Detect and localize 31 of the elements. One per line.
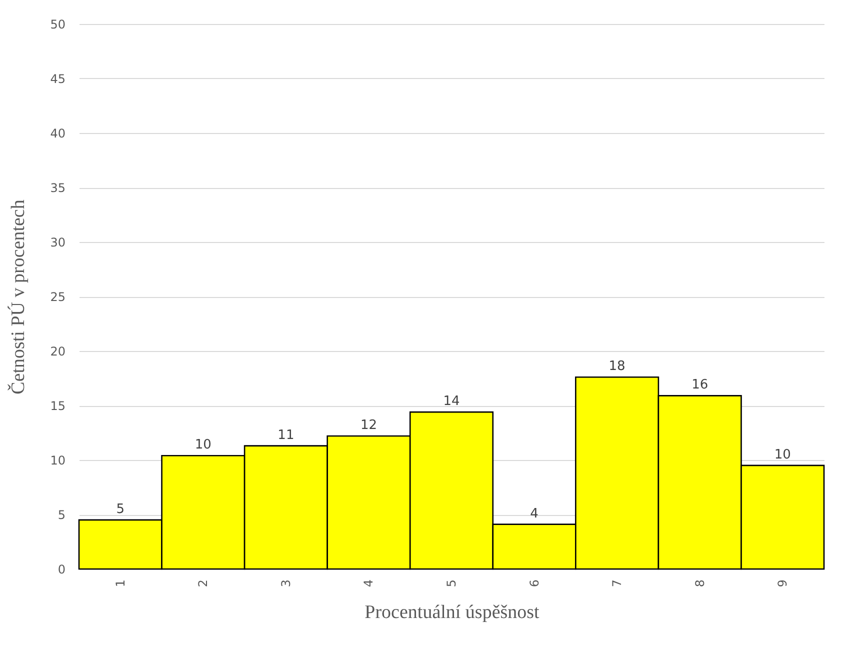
x-tick-label: 4 bbox=[362, 580, 376, 588]
data-label: 5 bbox=[116, 502, 125, 517]
y-tick-label: 20 bbox=[50, 344, 66, 358]
x-tick-label: 2 bbox=[196, 580, 210, 588]
y-tick-label: 5 bbox=[58, 508, 66, 522]
y-tick-label: 25 bbox=[50, 290, 66, 304]
x-tick-label: 5 bbox=[444, 580, 458, 588]
x-tick-label: 8 bbox=[692, 580, 707, 588]
x-tick-label: 1 bbox=[113, 580, 128, 588]
data-label: 10 bbox=[774, 447, 791, 462]
data-label: 12 bbox=[360, 418, 377, 434]
x-tick-label: 6 bbox=[527, 580, 542, 588]
y-tick-label: 0 bbox=[58, 562, 66, 576]
y-tick-label: 40 bbox=[50, 126, 66, 140]
y-tick-label: 45 bbox=[50, 72, 66, 86]
data-label: 11 bbox=[278, 428, 294, 443]
x-tick-label: 3 bbox=[278, 580, 293, 588]
x-tick-label: 9 bbox=[776, 580, 790, 588]
x-axis-title: Procentuální úspěšnost bbox=[364, 602, 540, 624]
y-axis-title: Četnosti PÚ v procentech bbox=[7, 199, 30, 394]
data-label: 4 bbox=[530, 506, 538, 522]
y-tick-label: 10 bbox=[50, 454, 66, 468]
data-label: 10 bbox=[194, 438, 212, 453]
x-tick-label: 7 bbox=[610, 580, 624, 588]
y-tick-label: 15 bbox=[50, 399, 66, 413]
y-tick-label: 50 bbox=[50, 18, 66, 32]
y-tick-label: 30 bbox=[50, 236, 66, 250]
data-label: 14 bbox=[443, 394, 460, 410]
y-tick-label: 35 bbox=[50, 181, 66, 195]
data-label: 18 bbox=[608, 359, 626, 374]
data-label: 16 bbox=[692, 378, 708, 393]
